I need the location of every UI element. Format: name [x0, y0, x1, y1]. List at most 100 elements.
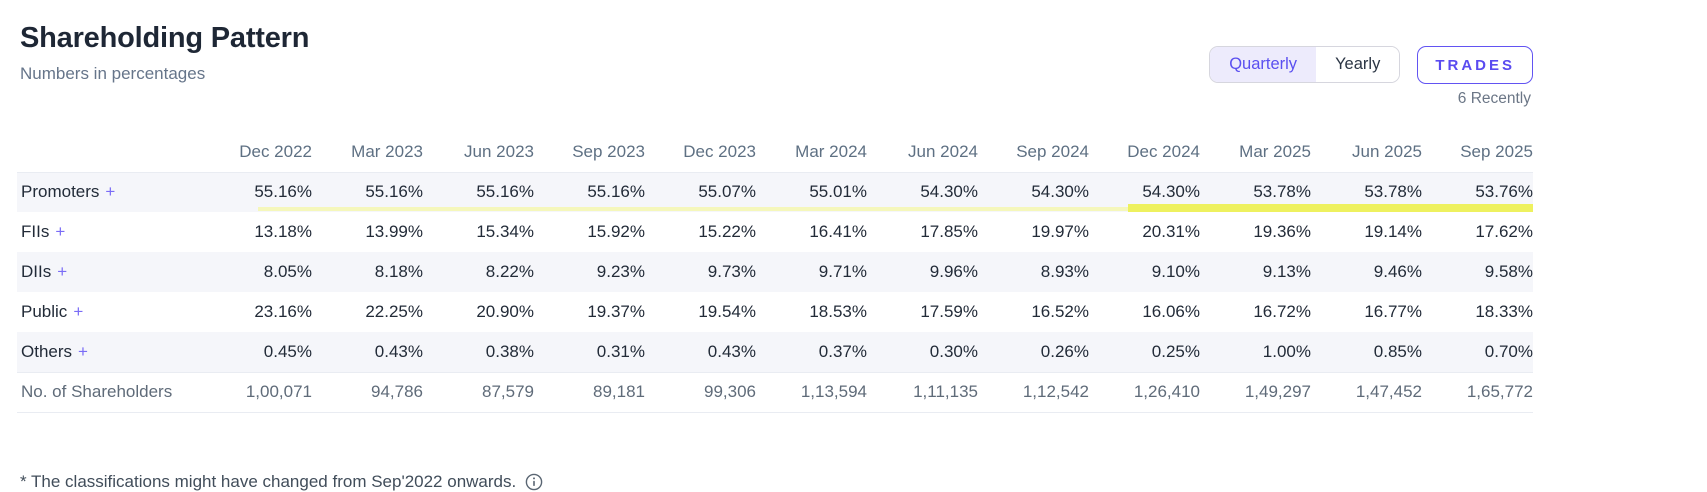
row-label-text: Others	[21, 341, 73, 361]
row-label-text: Public	[21, 302, 68, 321]
column-header: Jun 2023	[464, 141, 534, 161]
column-header: Mar 2024	[795, 141, 867, 161]
value-cell: 9.58%	[1484, 262, 1533, 281]
table-row: Public +23.16% 22.25% 20.90% 19.37% 19.54% 18.…	[17, 292, 1533, 332]
value-cell: 16.52%	[1031, 302, 1089, 321]
row-label-text: No. of Shareholders	[21, 382, 173, 401]
value-cell: 19.36%	[1253, 222, 1311, 241]
info-icon[interactable]	[525, 473, 543, 491]
quarterly-button[interactable]: Quarterly	[1210, 47, 1317, 82]
expand-icon[interactable]: +	[78, 341, 88, 361]
value-cell: 1,13,594	[800, 382, 867, 401]
value-cell: 99,306	[704, 382, 756, 401]
row-label-promoters[interactable]: Promoters +	[17, 172, 201, 212]
subtitle: Numbers in percentages	[20, 64, 206, 83]
value-cell: 22.25%	[365, 302, 423, 321]
row-label-text: Promoters	[21, 182, 100, 202]
value-cell: 19.37%	[587, 302, 645, 321]
footnote: * The classifications might have changed…	[20, 472, 543, 492]
column-header: Jun 2024	[908, 141, 978, 161]
expand-icon[interactable]: +	[105, 182, 116, 202]
table-row: DIIs +8.05% 8.18% 8.22% 9.23% 9.73% 9.71% 9.96%…	[17, 252, 1533, 292]
value-cell: 17.62%	[1475, 222, 1533, 241]
trades-button[interactable]: TRADES	[1417, 46, 1533, 84]
shareholding-table: Dec 2022 Mar 2023 Jun 2023 Sep 2023 Dec 2023…	[17, 132, 1533, 413]
column-header: Dec 2023	[683, 141, 756, 161]
value-cell: 89,181	[593, 382, 645, 401]
value-cell: 53.78%	[1364, 182, 1422, 202]
table-row: No. of Shareholders 1,00,071 94,786 87,579 8…	[17, 372, 1533, 412]
row-label-text: DIIs	[21, 262, 52, 281]
value-cell: 20.90%	[476, 302, 534, 321]
row-label-diis[interactable]: DIIs +	[17, 252, 201, 292]
value-cell: 54.30%	[1142, 182, 1200, 202]
value-cell: 55.16%	[254, 182, 312, 202]
value-cell: 9.71%	[818, 262, 867, 281]
column-header: Sep 2025	[1460, 141, 1533, 161]
value-cell: 9.96%	[929, 262, 978, 281]
value-cell: 55.07%	[698, 182, 756, 202]
table-row: Promoters +55.16% 55.16% 55.16% 55.16% 55.07%…	[17, 172, 1533, 212]
value-cell: 0.85%	[1373, 341, 1422, 361]
expand-icon[interactable]: +	[57, 262, 68, 281]
value-cell: 1,47,452	[1355, 382, 1422, 401]
value-cell: 0.30%	[929, 341, 978, 361]
trades-group: TRADES 6 Recently	[1417, 46, 1533, 108]
trades-recent-count: 6 Recently	[1457, 90, 1531, 107]
value-cell: 9.13%	[1262, 262, 1311, 281]
section-header: Shareholding Pattern Numbers in percenta…	[0, 0, 1707, 84]
value-cell: 8.18%	[374, 262, 423, 281]
value-cell: 0.43%	[707, 341, 756, 361]
value-cell: 15.22%	[698, 222, 756, 241]
value-cell: 0.70%	[1484, 341, 1533, 361]
value-cell: 1,49,297	[1244, 382, 1311, 401]
shareholding-table-wrap: Dec 2022 Mar 2023 Jun 2023 Sep 2023 Dec 2023…	[17, 132, 1533, 413]
value-cell: 55.16%	[365, 182, 423, 202]
value-cell: 1.00%	[1262, 341, 1311, 361]
value-cell: 17.85%	[920, 222, 978, 241]
column-header: Sep 2024	[1016, 141, 1089, 161]
column-header-row: Dec 2022 Mar 2023 Jun 2023 Sep 2023 Dec 2023…	[17, 132, 1533, 172]
row-label-public[interactable]: Public +	[17, 292, 201, 332]
expand-icon[interactable]: +	[73, 302, 84, 321]
value-cell: 15.34%	[476, 222, 534, 241]
value-cell: 16.72%	[1253, 302, 1311, 321]
value-cell: 16.77%	[1364, 302, 1422, 321]
value-cell: 1,12,542	[1022, 382, 1089, 401]
value-cell: 9.46%	[1373, 262, 1422, 281]
value-cell: 17.59%	[920, 302, 978, 321]
value-cell: 8.22%	[485, 262, 534, 281]
value-cell: 15.92%	[587, 222, 645, 241]
value-cell: 18.53%	[809, 302, 867, 321]
value-cell: 0.25%	[1151, 341, 1200, 361]
yearly-button[interactable]: Yearly	[1316, 47, 1400, 82]
value-cell: 0.45%	[263, 341, 312, 361]
row-label-fiis[interactable]: FIIs +	[17, 212, 201, 252]
value-cell: 19.97%	[1031, 222, 1089, 241]
controls: Quarterly Yearly TRADES 6 Recently	[1209, 46, 1533, 108]
page-title: Shareholding Pattern	[20, 22, 310, 54]
value-cell: 13.99%	[365, 222, 423, 241]
value-cell: 23.16%	[254, 302, 312, 321]
value-cell: 9.73%	[707, 262, 756, 281]
table-row: Others +0.45% 0.43% 0.38% 0.31% 0.43% 0.37% 0.3…	[17, 332, 1533, 372]
value-cell: 55.16%	[476, 182, 534, 202]
value-cell: 87,579	[482, 382, 534, 401]
value-cell: 53.76%	[1475, 182, 1533, 202]
column-header: Mar 2023	[351, 141, 423, 161]
row-label-others[interactable]: Others +	[17, 332, 201, 372]
column-header: Sep 2023	[572, 141, 645, 161]
expand-icon[interactable]: +	[55, 222, 66, 241]
value-cell: 8.93%	[1040, 262, 1089, 281]
value-cell: 1,26,410	[1133, 382, 1200, 401]
table-body: Promoters +55.16% 55.16% 55.16% 55.16% 55.07%…	[17, 172, 1533, 412]
footnote-text: * The classifications might have changed…	[20, 472, 517, 491]
value-cell: 18.33%	[1475, 302, 1533, 321]
value-cell: 16.41%	[809, 222, 867, 241]
column-header: Dec 2024	[1127, 141, 1200, 161]
column-header: Jun 2025	[1352, 141, 1422, 161]
value-cell: 53.78%	[1253, 182, 1311, 202]
value-cell: 54.30%	[1031, 182, 1089, 202]
value-cell: 20.31%	[1142, 222, 1200, 241]
value-cell: 8.05%	[263, 262, 312, 281]
